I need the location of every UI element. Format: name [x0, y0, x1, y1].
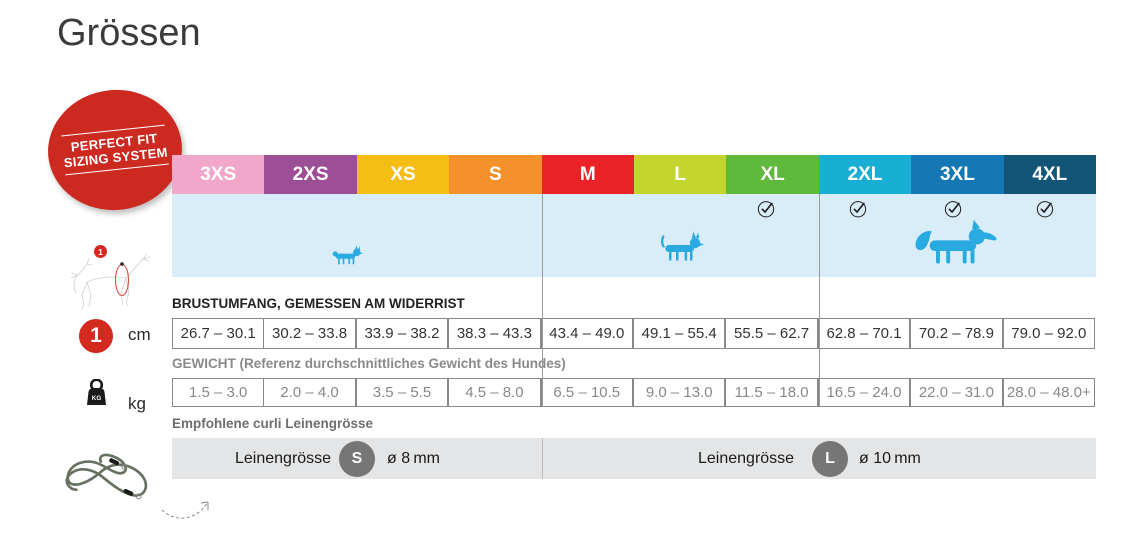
- svg-text:KG: KG: [92, 395, 102, 402]
